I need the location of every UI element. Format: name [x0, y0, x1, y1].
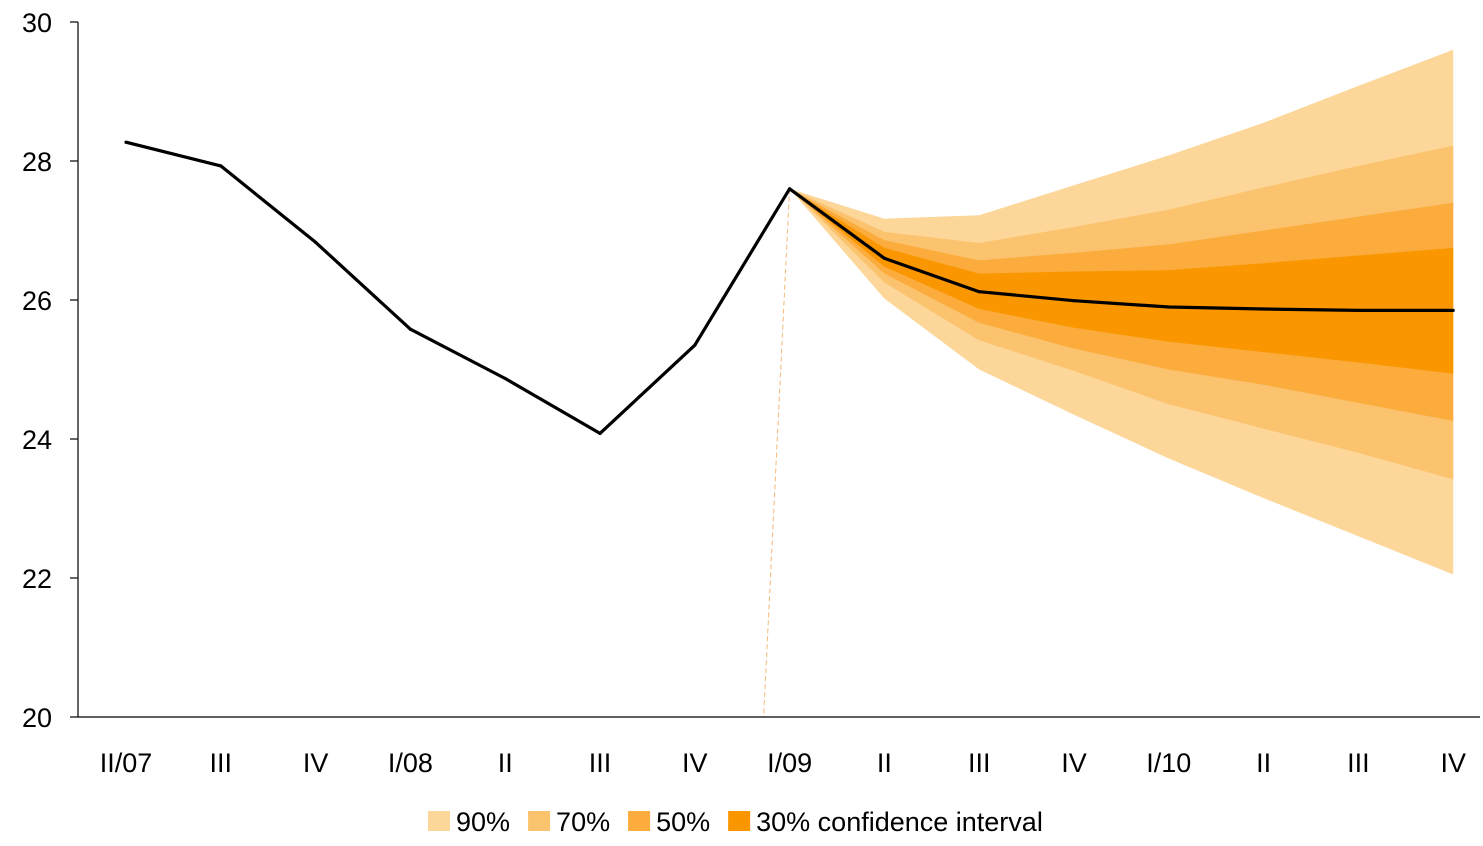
- data-point: [693, 343, 697, 347]
- data-point: [1167, 305, 1171, 309]
- legend-swatch: [628, 811, 651, 831]
- y-tick-label: 20: [22, 703, 52, 733]
- x-tick-label: III: [1347, 748, 1370, 778]
- data-point: [1356, 308, 1360, 313]
- legend-swatch: [528, 811, 551, 831]
- x-tick-label: II: [877, 748, 892, 778]
- x-tick-label: IV: [303, 748, 329, 778]
- x-tick-label: IV: [682, 748, 708, 778]
- x-tick-label: III: [210, 748, 233, 778]
- data-point: [1072, 299, 1076, 303]
- data-point: [314, 240, 318, 244]
- confidence-bands: [789, 49, 1454, 575]
- confidence-band-30: [789, 188, 1454, 374]
- y-tick-label: 22: [22, 564, 52, 594]
- x-tick-label: I/08: [388, 748, 433, 778]
- axes: [70, 21, 1480, 718]
- x-tick-label: III: [968, 748, 991, 778]
- data-point: [124, 140, 128, 144]
- x-tick-label: IV: [1440, 748, 1466, 778]
- y-tick-label: 28: [22, 147, 52, 177]
- y-tick-label: 26: [22, 286, 52, 316]
- data-point: [1262, 307, 1266, 311]
- data-point: [882, 256, 887, 260]
- x-tick-label: I/10: [1146, 748, 1191, 778]
- legend-label: 70%: [556, 807, 610, 837]
- legend-swatch: [728, 811, 751, 831]
- legend-swatch: [428, 811, 450, 831]
- forecast-start-divider: [763, 188, 791, 718]
- data-point: [219, 164, 223, 168]
- data-point: [598, 431, 602, 436]
- y-tick-label: 30: [22, 8, 52, 38]
- x-tick-label: III: [589, 748, 612, 778]
- legend-label: 50%: [656, 807, 710, 837]
- data-point: [408, 327, 412, 331]
- legend-label: 90%: [456, 807, 510, 837]
- data-point: [788, 187, 792, 191]
- series-line-layer: [124, 140, 1455, 436]
- x-tick-label: IV: [1061, 748, 1087, 778]
- data-point: [1451, 308, 1455, 313]
- y-tick-labels: 20 22 24 26 28 30: [22, 8, 52, 733]
- legend-label: 30% confidence interval: [756, 807, 1043, 837]
- data-point: [977, 290, 981, 294]
- x-tick-label: I/09: [767, 748, 812, 778]
- y-tick-label: 24: [22, 425, 52, 455]
- x-tick-labels: II/07 III IV I/08 II III IV I/09 II III IV I/10 II II…: [100, 748, 1466, 778]
- data-point: [503, 376, 507, 381]
- x-tick-label: II: [498, 748, 513, 778]
- x-tick-label: II: [1256, 748, 1271, 778]
- x-tick-label: II/07: [100, 748, 153, 778]
- legend: 90% 70% 50% 30% confidence interval: [428, 807, 1043, 837]
